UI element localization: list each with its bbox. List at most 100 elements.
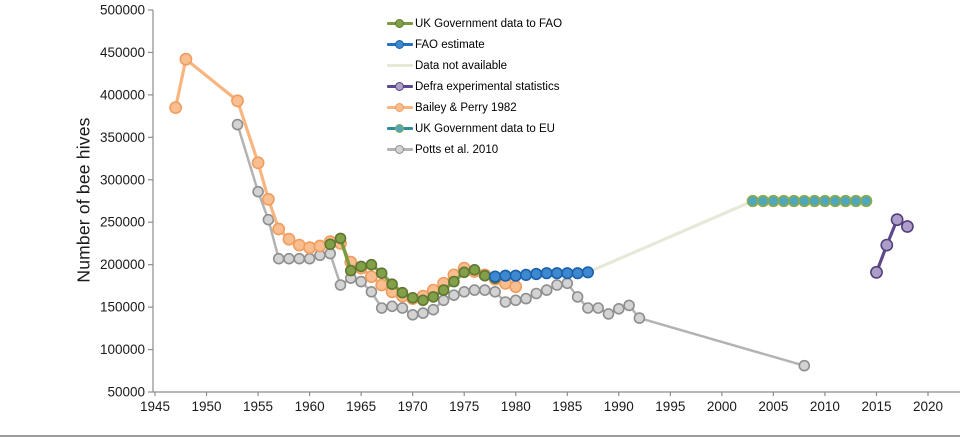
- data-point: [478, 269, 491, 282]
- data-point: [839, 194, 852, 208]
- data-point: [334, 232, 347, 245]
- legend-swatch-bailey-perry-1982: [387, 102, 413, 113]
- data-point: [375, 278, 389, 292]
- legend-swatch-potts-et-al-2010: [387, 144, 413, 155]
- data-point: [406, 308, 419, 321]
- x-tick-label: 1965: [346, 399, 376, 414]
- chart-legend: UK Government data to FAO FAO estimate Dat…: [387, 13, 562, 160]
- y-tick-label: 200000: [100, 257, 145, 272]
- data-point: [798, 194, 811, 208]
- data-point: [365, 258, 378, 271]
- data-point: [829, 194, 842, 208]
- data-point: [849, 194, 863, 208]
- data-point: [303, 241, 316, 255]
- data-point: [386, 300, 398, 313]
- data-point: [417, 307, 429, 319]
- data-point: [571, 267, 584, 280]
- y-axis-title: Number of bee hives: [73, 117, 94, 283]
- data-point: [519, 268, 533, 282]
- data-point: [602, 308, 615, 320]
- data-point: [396, 286, 409, 299]
- data-point: [499, 269, 512, 282]
- y-tick-label: 400000: [100, 87, 145, 102]
- data-point: [756, 194, 770, 208]
- legend-line-icon: [387, 64, 413, 67]
- legend-label: UK Government data to FAO: [415, 17, 563, 30]
- legend-label: Data not available: [415, 59, 508, 72]
- legend-item-potts-et-al-2010: Potts et al. 2010: [387, 139, 562, 160]
- legend-marker-icon: [395, 19, 404, 28]
- data-point: [571, 291, 584, 303]
- data-point: [179, 52, 193, 66]
- data-point: [890, 213, 904, 227]
- data-point: [520, 292, 532, 305]
- data-point: [860, 194, 873, 208]
- page-bottom-border: [0, 435, 960, 437]
- x-tick-label: 1975: [449, 399, 479, 414]
- legend-label: Defra experimental statistics: [415, 80, 560, 93]
- data-point: [169, 101, 182, 114]
- data-point: [540, 267, 553, 280]
- x-tick-label: 1980: [501, 399, 531, 414]
- data-point: [787, 194, 801, 208]
- data-point: [448, 275, 460, 288]
- data-point: [540, 284, 553, 296]
- series-defra-experimental-statistics: [870, 213, 914, 279]
- data-point: [344, 264, 357, 277]
- data-point: [364, 270, 378, 283]
- x-tick-label: 1955: [243, 399, 273, 414]
- data-point: [427, 291, 440, 303]
- legend-item-fao-estimate: FAO estimate: [387, 34, 562, 55]
- data-point: [365, 285, 378, 298]
- legend-swatch-uk-government-data-to-eu: [387, 123, 413, 134]
- data-point: [623, 299, 635, 312]
- data-point: [231, 94, 244, 108]
- data-point: [468, 263, 481, 276]
- legend-label: Bailey & Perry 1982: [415, 101, 517, 114]
- legend-swatch-data-not-available: [387, 60, 413, 71]
- legend-item-uk-government-data-to-fao: UK Government data to FAO: [387, 13, 562, 34]
- x-tick-label: 1990: [604, 399, 634, 414]
- legend-swatch-uk-government-data-to-fao: [387, 18, 413, 29]
- x-tick-label: 1960: [295, 399, 325, 414]
- series-fao-estimate: [489, 266, 595, 283]
- data-point: [261, 192, 275, 206]
- data-point: [777, 194, 790, 208]
- data-point: [880, 238, 894, 252]
- legend-label: Potts et al. 2010: [415, 143, 499, 156]
- data-point: [406, 291, 419, 304]
- y-tick-label: 300000: [100, 172, 145, 187]
- legend-label: FAO estimate: [415, 38, 485, 51]
- legend-marker-icon: [395, 82, 404, 91]
- data-point: [458, 285, 471, 298]
- y-tick-label: 450000: [100, 45, 145, 60]
- series-line-data-not-available: [586, 199, 755, 274]
- data-point: [478, 284, 491, 296]
- legend-marker-icon: [395, 103, 404, 112]
- data-point: [530, 267, 543, 281]
- x-tick-label: 2015: [861, 399, 891, 414]
- data-point: [272, 252, 285, 265]
- series-data-not-available: [586, 199, 755, 274]
- data-point: [324, 247, 337, 260]
- data-point: [509, 269, 522, 282]
- data-point: [303, 252, 316, 265]
- legend-marker-icon: [395, 145, 404, 154]
- data-point: [767, 194, 780, 208]
- legend-label: UK Government data to EU: [415, 122, 555, 135]
- data-point: [283, 252, 295, 265]
- y-tick-label: 50000: [107, 385, 145, 400]
- y-tick-label: 100000: [100, 342, 145, 357]
- x-tick-label: 2005: [758, 399, 788, 414]
- x-tick-label: 1985: [552, 399, 582, 414]
- legend-item-bailey-perry-1982: Bailey & Perry 1982: [387, 97, 562, 118]
- data-point: [375, 267, 388, 280]
- series-uk-government-data-to-eu: [746, 194, 873, 208]
- data-point: [592, 302, 605, 314]
- legend-marker-icon: [395, 40, 404, 49]
- data-point: [808, 194, 821, 208]
- data-point: [251, 156, 265, 170]
- data-point: [582, 302, 594, 314]
